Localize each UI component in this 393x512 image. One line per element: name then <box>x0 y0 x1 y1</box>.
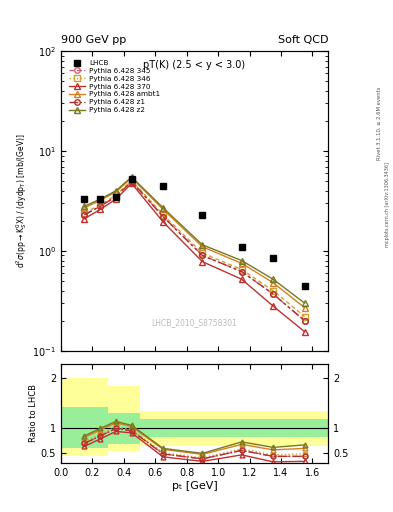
Line: Pythia 6.428 346: Pythia 6.428 346 <box>82 178 307 319</box>
Pythia 6.428 345 <box>114 194 118 200</box>
LHCB <box>239 244 244 250</box>
Pythia 6.428 346 <box>129 177 134 183</box>
Pythia 6.428 346 <box>271 288 275 294</box>
LHCB <box>302 283 307 289</box>
Pythia 6.428 z1 <box>271 291 275 297</box>
Pythia 6.428 z2 <box>114 188 118 194</box>
Text: mcplots.cern.ch [arXiv:1306.3436]: mcplots.cern.ch [arXiv:1306.3436] <box>385 162 389 247</box>
Line: LHCB: LHCB <box>81 176 308 289</box>
LHCB <box>98 196 103 202</box>
Pythia 6.428 ambt1 <box>129 175 134 181</box>
Pythia 6.428 z2 <box>129 174 134 180</box>
LHCB <box>271 255 275 261</box>
Pythia 6.428 z1 <box>200 252 205 259</box>
Pythia 6.428 346 <box>161 211 165 218</box>
Pythia 6.428 346 <box>302 313 307 319</box>
Legend: LHCB, Pythia 6.428 345, Pythia 6.428 346, Pythia 6.428 370, Pythia 6.428 ambt1, : LHCB, Pythia 6.428 345, Pythia 6.428 346… <box>67 58 162 115</box>
Pythia 6.428 345 <box>200 252 205 259</box>
Pythia 6.428 345 <box>302 317 307 324</box>
Pythia 6.428 345 <box>161 214 165 220</box>
Pythia 6.428 ambt1 <box>239 260 244 266</box>
Pythia 6.428 z1 <box>98 203 103 209</box>
Pythia 6.428 z1 <box>129 179 134 185</box>
Pythia 6.428 z1 <box>82 211 87 218</box>
Pythia 6.428 370 <box>129 180 134 186</box>
LHCB <box>200 211 205 218</box>
Pythia 6.428 z2 <box>302 300 307 306</box>
LHCB <box>129 176 134 182</box>
Pythia 6.428 z2 <box>82 203 87 209</box>
Text: Soft QCD: Soft QCD <box>278 34 328 45</box>
Line: Pythia 6.428 ambt1: Pythia 6.428 ambt1 <box>82 175 307 310</box>
Pythia 6.428 370 <box>161 219 165 225</box>
Pythia 6.428 z2 <box>271 276 275 282</box>
Pythia 6.428 ambt1 <box>200 244 205 250</box>
Text: Rivet 3.1.10, ≥ 2.6M events: Rivet 3.1.10, ≥ 2.6M events <box>377 86 382 160</box>
Pythia 6.428 ambt1 <box>161 206 165 212</box>
Pythia 6.428 ambt1 <box>271 280 275 286</box>
Pythia 6.428 370 <box>114 196 118 202</box>
Pythia 6.428 346 <box>82 210 87 216</box>
Pythia 6.428 346 <box>114 193 118 199</box>
Pythia 6.428 345 <box>82 211 87 218</box>
Pythia 6.428 346 <box>98 202 103 208</box>
Pythia 6.428 ambt1 <box>82 205 87 211</box>
Pythia 6.428 z2 <box>200 242 205 248</box>
Pythia 6.428 ambt1 <box>98 197 103 203</box>
Pythia 6.428 346 <box>200 250 205 256</box>
Pythia 6.428 345 <box>129 178 134 184</box>
Pythia 6.428 z1 <box>239 268 244 274</box>
Line: Pythia 6.428 345: Pythia 6.428 345 <box>82 178 307 324</box>
Pythia 6.428 370 <box>98 206 103 212</box>
Pythia 6.428 z1 <box>114 194 118 200</box>
Line: Pythia 6.428 z1: Pythia 6.428 z1 <box>82 179 307 324</box>
Pythia 6.428 346 <box>239 266 244 272</box>
Pythia 6.428 370 <box>271 303 275 309</box>
X-axis label: pₜ [GeV]: pₜ [GeV] <box>172 481 217 491</box>
Line: Pythia 6.428 370: Pythia 6.428 370 <box>82 181 307 334</box>
Pythia 6.428 z1 <box>161 214 165 220</box>
Pythia 6.428 ambt1 <box>114 189 118 195</box>
Pythia 6.428 ambt1 <box>302 305 307 311</box>
LHCB <box>114 194 118 200</box>
Text: pT(K) (2.5 < y < 3.0): pT(K) (2.5 < y < 3.0) <box>143 60 246 70</box>
Pythia 6.428 370 <box>239 276 244 282</box>
Text: 900 GeV pp: 900 GeV pp <box>61 34 126 45</box>
Y-axis label: Ratio to LHCB: Ratio to LHCB <box>29 385 38 442</box>
Line: Pythia 6.428 z2: Pythia 6.428 z2 <box>82 174 307 306</box>
Pythia 6.428 370 <box>82 216 87 222</box>
Pythia 6.428 345 <box>239 268 244 274</box>
Pythia 6.428 370 <box>200 259 205 265</box>
Y-axis label: d$^2\sigma$(pp$\rightarrow$K$^0_S$X) / (dydp$_\mathrm{T}$) [mb/(GeV)]: d$^2\sigma$(pp$\rightarrow$K$^0_S$X) / (… <box>15 134 29 268</box>
Pythia 6.428 z2 <box>98 196 103 202</box>
Pythia 6.428 z1 <box>302 317 307 324</box>
LHCB <box>161 183 165 189</box>
Pythia 6.428 345 <box>98 203 103 209</box>
LHCB <box>82 196 87 202</box>
Pythia 6.428 370 <box>302 329 307 335</box>
Pythia 6.428 345 <box>271 291 275 297</box>
Pythia 6.428 z2 <box>239 258 244 264</box>
Text: LHCB_2010_S8758301: LHCB_2010_S8758301 <box>152 318 237 327</box>
Pythia 6.428 z2 <box>161 205 165 211</box>
